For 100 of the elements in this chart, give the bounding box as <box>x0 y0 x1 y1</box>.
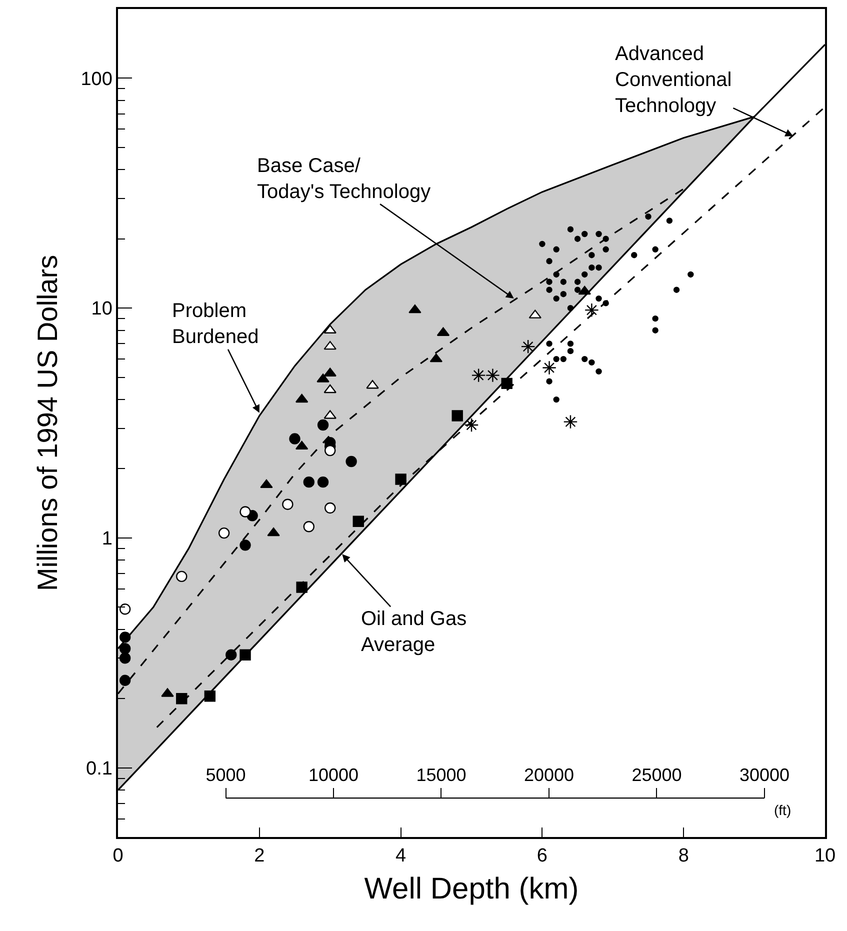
x2-tick-label: 25000 <box>632 764 682 785</box>
y-tick-label: 10 <box>91 298 112 320</box>
point <box>582 271 588 278</box>
point <box>574 236 581 242</box>
point <box>240 506 251 518</box>
point <box>602 236 609 242</box>
point <box>588 264 595 271</box>
point <box>218 527 230 539</box>
point <box>430 353 443 362</box>
point <box>501 378 512 390</box>
point <box>226 649 237 660</box>
point <box>408 304 422 314</box>
point <box>303 521 314 532</box>
point <box>240 540 251 551</box>
point <box>553 295 560 302</box>
x-tick-label: 4 <box>396 846 407 867</box>
annotation: Base Case/ Today's Technology <box>257 155 431 203</box>
point <box>582 356 588 362</box>
point <box>119 674 131 686</box>
x-tick-label: 2 <box>254 846 265 867</box>
point <box>560 356 567 362</box>
point <box>652 315 658 322</box>
point <box>119 643 131 654</box>
point <box>452 410 463 422</box>
point <box>574 286 581 293</box>
point <box>546 378 552 384</box>
point <box>303 476 314 488</box>
annotation: Oil and Gas Average <box>361 608 467 656</box>
point <box>539 240 546 248</box>
x-tick-label: 8 <box>678 846 689 867</box>
point <box>567 340 574 347</box>
point <box>324 444 336 456</box>
point <box>563 414 578 430</box>
point <box>520 339 536 354</box>
point <box>688 271 694 278</box>
x-tick-label: 0 <box>112 846 124 867</box>
y-axis-title: Millions of 1994 US Dollars <box>32 254 63 592</box>
x2-tick-label: 20000 <box>524 764 574 785</box>
annotation: Advanced Conventional Technology <box>615 43 732 117</box>
point <box>267 527 280 536</box>
point <box>631 252 638 258</box>
point <box>596 368 602 375</box>
point <box>553 396 560 403</box>
point <box>553 356 560 362</box>
point <box>602 246 609 252</box>
y-tick-label: 0.1 <box>86 758 112 780</box>
point <box>560 278 567 285</box>
point <box>176 570 188 582</box>
point <box>295 440 308 450</box>
point <box>295 394 308 403</box>
point <box>546 340 552 347</box>
x2-axis-title: (ft) <box>774 802 792 818</box>
point <box>464 418 479 432</box>
point <box>652 246 658 252</box>
point <box>588 252 595 258</box>
point <box>324 384 336 394</box>
point <box>602 300 609 306</box>
point <box>260 479 273 488</box>
point <box>366 380 379 389</box>
point <box>588 359 595 366</box>
point <box>567 226 574 232</box>
point <box>352 516 364 528</box>
point <box>652 327 658 334</box>
point <box>546 258 552 264</box>
x2-tick-label: 10000 <box>308 764 359 785</box>
point <box>289 433 300 444</box>
point <box>546 278 552 285</box>
point <box>553 271 560 278</box>
point <box>553 246 560 252</box>
point <box>296 582 308 593</box>
point <box>574 278 581 285</box>
point <box>542 360 556 375</box>
point <box>560 291 567 298</box>
annotation: Problem Burdened <box>172 300 259 348</box>
point <box>673 286 680 293</box>
point <box>486 368 500 382</box>
point <box>346 456 357 468</box>
y-tick-label: 1 <box>102 528 112 550</box>
point <box>176 693 188 704</box>
point <box>240 649 251 660</box>
y-tick-label: 100 <box>80 68 112 90</box>
point <box>567 304 574 312</box>
point <box>471 368 486 382</box>
point <box>119 632 131 643</box>
point <box>395 474 406 485</box>
point <box>282 498 294 510</box>
point <box>596 295 602 302</box>
x-axis-title: Well Depth (km) <box>364 872 579 906</box>
x2-tick-label: 15000 <box>416 764 466 785</box>
point <box>317 419 329 431</box>
x-tick-label: 10 <box>814 846 836 867</box>
point <box>666 218 673 224</box>
x2-tick-label: 5000 <box>206 764 246 785</box>
point <box>645 213 652 220</box>
point <box>567 348 574 354</box>
point <box>596 264 602 271</box>
point <box>546 286 552 293</box>
point <box>324 502 336 514</box>
point <box>584 302 599 318</box>
x2-tick-label: 30000 <box>739 764 790 785</box>
